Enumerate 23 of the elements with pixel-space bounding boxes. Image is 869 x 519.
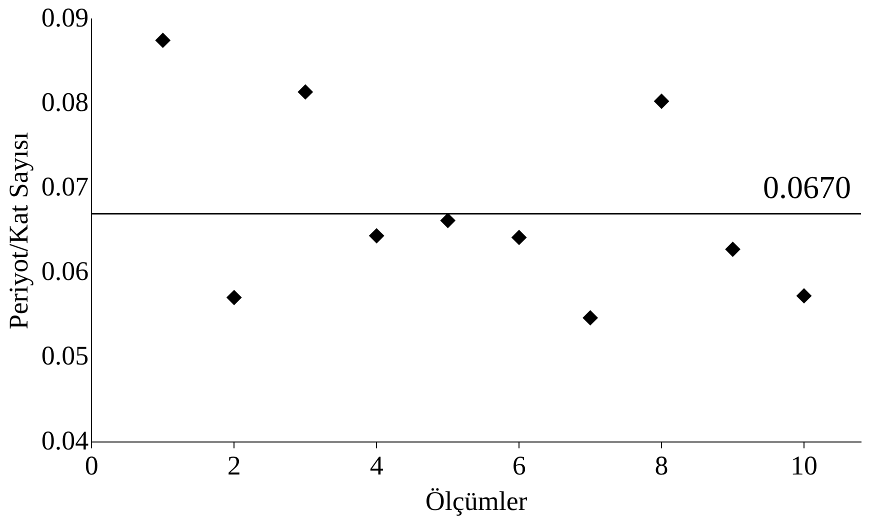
ref-line-label: 0.0670 [763, 169, 851, 206]
point [654, 94, 670, 109]
y-tick-label: 0.05 [41, 340, 89, 371]
x-tick-label: 8 [654, 450, 668, 480]
y-axis-title: Periyot/Kat Sayısı [3, 132, 34, 330]
point [369, 228, 384, 244]
point [440, 213, 456, 228]
x-tick-label: 2 [227, 450, 241, 480]
x-tick-label: 6 [512, 450, 526, 480]
point [512, 230, 527, 245]
x-tick-label: 4 [370, 450, 384, 480]
y-tick-label: 0.06 [41, 256, 89, 286]
point [298, 84, 313, 100]
point [582, 310, 598, 326]
point [226, 290, 242, 306]
x-tick-label: 10 [790, 450, 818, 480]
y-tick-label: 0.07 [41, 171, 89, 202]
point [796, 288, 812, 304]
y-tick-label: 0.08 [41, 86, 89, 117]
point [155, 32, 170, 48]
x-axis-title: Ölçümler [425, 486, 528, 516]
y-tick-label: 0.09 [41, 2, 89, 32]
point [725, 242, 740, 257]
